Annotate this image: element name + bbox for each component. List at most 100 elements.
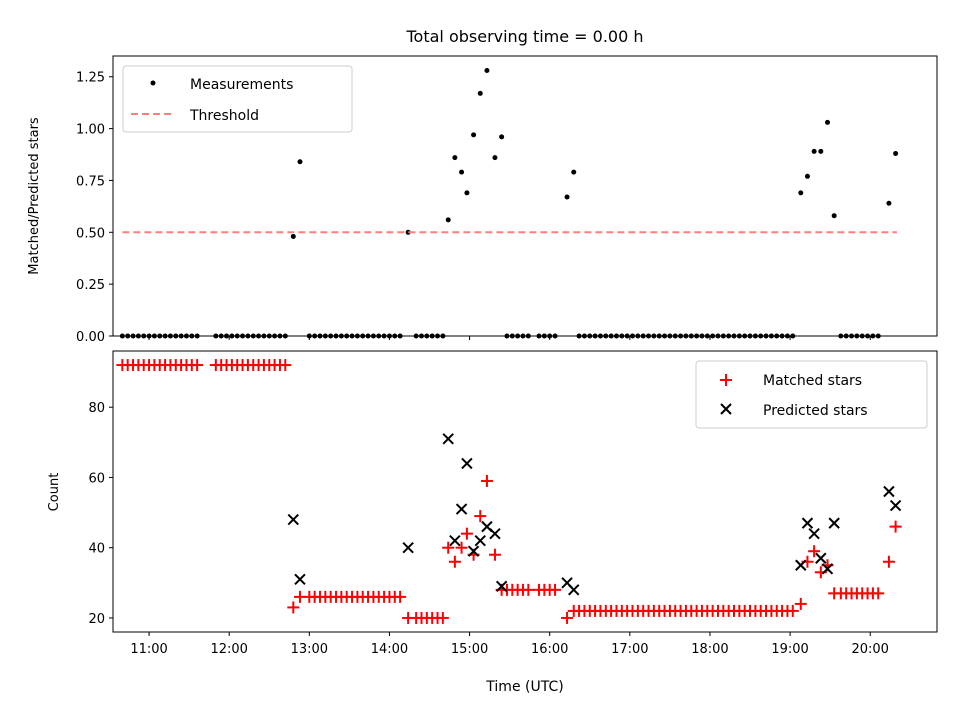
top-ytick-label-1: 0.25 — [76, 278, 105, 293]
bottom-series-1-point-17 — [815, 552, 827, 564]
legend-x-marker-icon — [720, 403, 732, 415]
bottom-series-1-point-21 — [889, 499, 902, 512]
top-series-0-point-121 — [824, 119, 830, 125]
bottom-series-1-point-18 — [821, 563, 834, 575]
bottom-xtick-label-7: 18:00 — [691, 642, 728, 657]
bottom-series-0-point-119 — [808, 545, 821, 558]
bottom-series-1-point-14 — [795, 559, 807, 571]
top-series-0-point-59 — [464, 190, 470, 196]
top-ytick-label-4: 1.00 — [76, 123, 105, 138]
bottom-series-0-point-61 — [474, 510, 487, 523]
bottom-xtick-label-8: 19:00 — [771, 642, 808, 657]
bottom-xtick-label-4: 15:00 — [451, 642, 488, 657]
bottom-series-0-point-74 — [561, 611, 574, 624]
bottom-series-0-point-117 — [794, 597, 807, 610]
bottom-xtick-label-9: 20:00 — [851, 642, 888, 657]
bottom-y-axis-label: Count — [47, 473, 62, 512]
top-y-axis-label: Matched/Predicted stars — [27, 117, 42, 275]
top-series-0-point-30 — [297, 159, 303, 165]
legend-label-predicted-stars: Predicted stars — [763, 403, 868, 419]
bottom-series-1-point-4 — [449, 534, 461, 547]
bottom-ytick-label-1: 40 — [88, 542, 105, 557]
bottom-series-1-point-11 — [495, 580, 508, 593]
bottom-series-1-point-8 — [474, 534, 486, 547]
bottom-ytick-label-3: 80 — [88, 401, 105, 416]
bottom-legend: Matched stars Predicted stars — [695, 360, 928, 429]
bottom-series-0-point-131 — [882, 555, 895, 568]
legend-label-measurements: Measurements — [190, 77, 293, 93]
top-ytick-label-3: 0.75 — [76, 174, 105, 189]
top-series-0-point-63 — [492, 155, 498, 161]
bottom-xtick-label-6: 17:00 — [611, 642, 648, 657]
bottom-series-0-point-116 — [786, 604, 799, 617]
top-series-0-point-118 — [804, 173, 810, 179]
bottom-series-0-point-132 — [889, 520, 902, 533]
bottom-series-0-point-14 — [191, 359, 204, 372]
bottom-series-0-point-28 — [279, 359, 292, 372]
top-series-0-point-57 — [452, 155, 458, 161]
legend-label-matched-stars: Matched stars — [763, 373, 862, 389]
top-legend: Measurements Threshold — [122, 65, 353, 133]
bottom-xtick-label-1: 12:00 — [210, 642, 247, 657]
top-series-0-point-120 — [818, 148, 824, 154]
bottom-series-1-point-20 — [883, 485, 895, 498]
bottom-ytick-label-2: 60 — [88, 471, 105, 486]
top-legend-box — [122, 65, 353, 133]
top-panel-frame — [112, 55, 938, 337]
top-series-0-point-119 — [811, 148, 817, 154]
x-axis-label: Time (UTC) — [485, 679, 563, 695]
bottom-series-1-point-2 — [402, 541, 414, 554]
top-series-0-point-117 — [798, 190, 804, 196]
bottom-series-1-point-10 — [489, 527, 501, 540]
top-ytick-label-2: 0.50 — [76, 226, 105, 241]
bottom-series-1-point-13 — [568, 584, 580, 596]
bottom-series-0-point-59 — [460, 527, 473, 540]
bottom-series-1-point-15 — [801, 517, 814, 529]
bottom-series-1-point-3 — [442, 433, 454, 445]
chart-title: Total observing time = 0.00 h — [405, 27, 643, 46]
bottom-legend-box — [695, 360, 928, 429]
bottom-series-1-point-1 — [294, 573, 306, 586]
bottom-series-1-point-5 — [455, 503, 468, 515]
top-series-0-point-75 — [571, 169, 577, 175]
bottom-xtick-label-2: 13:00 — [291, 642, 328, 657]
bottom-series-0-point-58 — [455, 541, 468, 554]
top-series-0-point-49 — [405, 229, 411, 235]
bottom-xtick-label-5: 16:00 — [531, 642, 568, 657]
bottom-panel-frame — [112, 350, 938, 633]
top-series-0-point-61 — [477, 90, 483, 96]
top-series-0-point-62 — [484, 68, 490, 74]
bottom-series-1-point-7 — [467, 545, 480, 557]
bottom-series-0-point-55 — [436, 611, 449, 624]
bottom-series-0-point-73 — [549, 583, 562, 596]
top-series-0-point-64 — [499, 134, 505, 140]
bottom-series-1-point-19 — [828, 517, 840, 529]
top-series-0-point-58 — [459, 169, 465, 175]
bottom-series-0-point-62 — [480, 474, 493, 487]
top-ytick-label-5: 1.25 — [76, 71, 105, 86]
bottom-xtick-label-0: 11:00 — [130, 642, 167, 657]
bottom-series-1-point-0 — [287, 513, 299, 526]
legend-label-threshold: Threshold — [189, 108, 259, 124]
top-series-0-point-60 — [471, 132, 477, 138]
bottom-ytick-label-0: 20 — [88, 612, 105, 627]
bottom-panel-counts: 20 40 60 80 11:00 12:00 13:00 14:00 15:00 16:00 17… — [47, 350, 938, 695]
bottom-xtick-label-3: 14:00 — [371, 642, 408, 657]
bottom-series-0-point-63 — [488, 548, 501, 561]
bottom-series-0-point-29 — [287, 601, 300, 614]
legend-dot-marker-icon — [150, 80, 156, 86]
top-series-0-point-132 — [893, 150, 899, 156]
top-series-0-point-56 — [445, 217, 451, 223]
bottom-series-1-point-16 — [808, 527, 820, 540]
bottom-series-0-point-69 — [522, 583, 535, 596]
bottom-series-0-point-57 — [448, 555, 461, 568]
bottom-series-0-point-130 — [872, 587, 885, 600]
bottom-series-1-point-6 — [461, 457, 473, 470]
top-ytick-label-0: 0.00 — [76, 330, 105, 345]
bottom-series-0-point-48 — [394, 590, 407, 603]
top-series-0-point-29 — [290, 233, 296, 239]
top-series-0-point-131 — [886, 200, 892, 206]
legend-plus-marker-icon — [720, 374, 732, 386]
top-series-0-point-122 — [831, 213, 837, 219]
